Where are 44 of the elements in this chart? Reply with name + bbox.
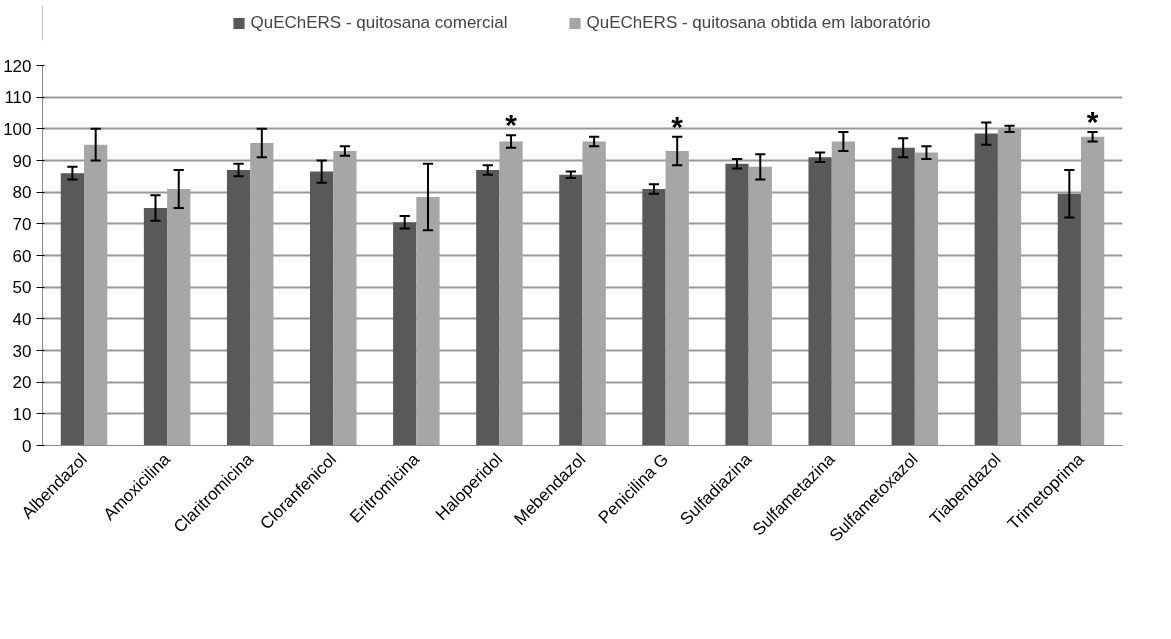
bar bbox=[642, 189, 666, 446]
y-tick-label: 40 bbox=[12, 309, 32, 329]
bar bbox=[914, 152, 939, 446]
legend-label: QuEChERS - quitosana comercial bbox=[250, 12, 508, 33]
bar bbox=[499, 141, 523, 446]
y-tick-label: 50 bbox=[12, 278, 32, 298]
bar bbox=[725, 163, 749, 446]
bar bbox=[250, 143, 274, 446]
bar bbox=[310, 171, 334, 446]
bar bbox=[1057, 193, 1081, 446]
annotation: * bbox=[1086, 105, 1099, 138]
y-tick-label: 20 bbox=[12, 373, 32, 393]
y-tick-label: 60 bbox=[12, 246, 32, 266]
legend-label: QuEChERS - quitosana obtida em laboratório bbox=[586, 12, 931, 33]
bar bbox=[665, 151, 689, 446]
bar bbox=[997, 128, 1022, 446]
y-tick-label: 10 bbox=[12, 404, 32, 424]
y-tick-label: 70 bbox=[12, 214, 32, 234]
bar bbox=[831, 141, 855, 446]
bar bbox=[393, 222, 417, 446]
y-tick-label: 30 bbox=[12, 341, 32, 361]
bar bbox=[808, 157, 832, 446]
bar bbox=[333, 151, 357, 446]
annotation: * bbox=[505, 108, 518, 142]
bar bbox=[582, 141, 606, 446]
y-tick-label: 120 bbox=[3, 56, 32, 76]
y-tick-label: 100 bbox=[3, 119, 32, 139]
bar bbox=[167, 189, 191, 446]
y-tick-label: 80 bbox=[12, 183, 32, 203]
annotation: * bbox=[671, 109, 684, 143]
bar bbox=[891, 147, 915, 446]
bar bbox=[974, 133, 998, 446]
bar bbox=[1080, 136, 1105, 446]
bar bbox=[60, 173, 85, 446]
bar bbox=[84, 144, 108, 446]
y-tick-label: 0 bbox=[22, 436, 32, 456]
bar bbox=[559, 174, 583, 446]
y-tick-label: 110 bbox=[4, 88, 32, 108]
bar bbox=[226, 170, 251, 446]
bar bbox=[143, 208, 168, 446]
bar bbox=[748, 166, 772, 446]
bar bbox=[416, 196, 440, 446]
y-tick-label: 90 bbox=[12, 151, 32, 171]
bar bbox=[476, 170, 500, 446]
